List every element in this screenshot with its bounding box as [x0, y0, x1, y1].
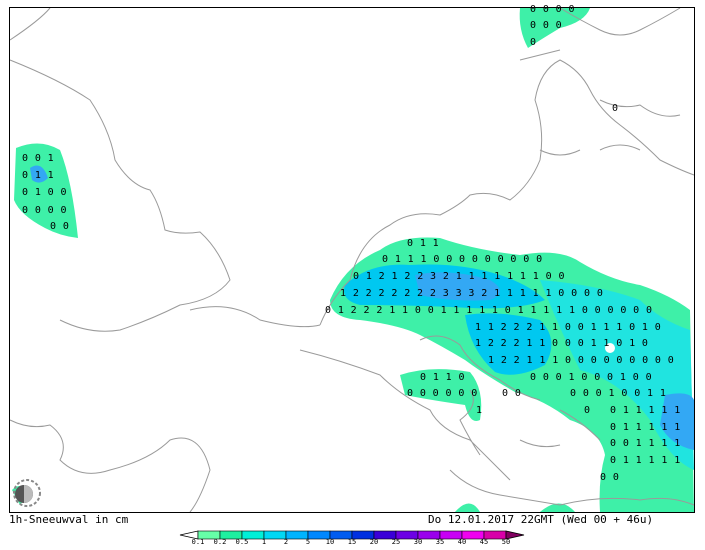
product-label: 1h-Sneeuwval in cm [9, 513, 129, 526]
grid-row: 0 [612, 103, 618, 114]
grid-row: 0 0 0 [530, 20, 562, 31]
grid-row: 0 0 [50, 221, 69, 232]
snow-area [14, 143, 78, 238]
color-bar-label: 10 [326, 538, 334, 546]
timestamp: Do 12.01.2017 22GMT (Wed 00 + 46u) [428, 513, 653, 526]
coastlines [9, 7, 695, 513]
color-bar-label: 40 [458, 538, 466, 546]
logo [13, 479, 41, 507]
grid-row: 0 [530, 37, 536, 48]
grid-row: 0 1 1 1 1 1 [610, 455, 681, 466]
color-swatch [263, 530, 287, 540]
grid-row: 0 0 0 0 [22, 205, 67, 216]
color-bar-label: 2 [284, 538, 288, 546]
grid-row: 0 1 1 1 1 1 [610, 422, 681, 433]
snow-area [465, 313, 552, 375]
color-bar-label: 0.1 [192, 538, 205, 546]
color-bar-label: 15 [348, 538, 356, 546]
grid-row: 1 [476, 405, 482, 416]
grid-row: 0 0 0 1 0 0 1 1 [570, 388, 666, 399]
grid-row: 0 1 1 0 [420, 372, 465, 383]
snow-area [415, 272, 694, 450]
color-bar-label: 20 [370, 538, 378, 546]
grid-row: 1 2 2 2 1 1 0 0 0 1 1 0 1 0 [475, 338, 648, 349]
grid-row: 0 1 1 1 1 1 [610, 405, 681, 416]
grid-row: 0 0 [600, 472, 619, 483]
grid-row: 0 1 0 0 [22, 187, 67, 198]
grid-row: 1 1 2 2 2 1 1 0 0 1 1 1 0 1 0 [475, 322, 661, 333]
color-bar-label: 1 [262, 538, 266, 546]
color-bar-label: 0.2 [214, 538, 227, 546]
color-bar-label: 0.5 [236, 538, 249, 546]
grid-row: 0 0 0 0 [530, 4, 575, 15]
grid-row: 1 2 2 2 2 2 2 2 3 3 3 2 1 1 1 1 1 0 0 0 … [340, 288, 603, 299]
grid-row: 0 0 0 0 0 0 [407, 388, 478, 399]
grid-row: 0 1 1 [407, 238, 439, 249]
snow-area [540, 280, 694, 470]
color-bar-over [505, 530, 525, 540]
gap [605, 343, 615, 353]
grid-row: 0 0 1 [22, 153, 54, 164]
color-bar-label: 50 [502, 538, 510, 546]
grid-row: 0 1 2 1 2 2 3 2 1 1 1 1 1 1 1 0 0 [353, 271, 565, 282]
color-bar-label: 25 [392, 538, 400, 546]
color-bar-label: 45 [480, 538, 488, 546]
grid-row: 0 0 1 1 1 1 [610, 438, 681, 449]
color-bar-label: 35 [436, 538, 444, 546]
grid-row: 0 1 2 2 2 1 1 0 0 1 1 1 1 1 0 1 1 1 1 1 … [325, 305, 652, 316]
color-swatch [285, 530, 309, 540]
color-bar: 0.1 0.2 0.5 1 2 5 10 15 20 25 30 35 40 45 50 [179, 530, 525, 546]
snow-area [30, 165, 48, 183]
color-bar-label: 30 [414, 538, 422, 546]
color-bar-label: 5 [306, 538, 310, 546]
map-frame [9, 7, 695, 513]
grid-row: 0 0 [502, 388, 521, 399]
grid-values: 0 0 0 0 0 0 0 0 0 0 0 1 0 1 1 0 1 0 0 0 0 0 0 0 … [22, 4, 681, 483]
grid-row: 0 [584, 405, 590, 416]
snow-areas [12, 8, 694, 512]
snow-area [519, 8, 590, 48]
grid-row: 0 1 1 1 0 0 0 0 0 0 0 0 0 [382, 254, 543, 265]
grid-row: 1 2 2 1 1 1 0 0 0 0 0 0 0 0 0 [488, 355, 674, 366]
snow-area [400, 369, 482, 421]
grid-row: 0 1 1 [22, 170, 54, 181]
grid-row: 0 0 0 1 0 0 0 1 0 0 [530, 372, 652, 383]
